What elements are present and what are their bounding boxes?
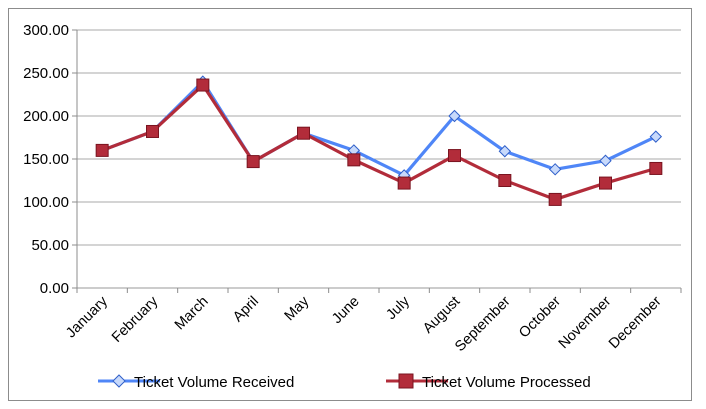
point-processed-february: [146, 124, 159, 138]
point-processed-november: [599, 176, 612, 190]
legend-marker-received: [112, 374, 126, 388]
x-tick-label-january: January: [63, 293, 111, 341]
point-processed-october: [548, 192, 562, 206]
series-line-received: [101, 79, 657, 177]
point-processed-december: [649, 161, 663, 175]
point-processed-august: [448, 149, 461, 163]
y-tick-label: 250.00: [23, 65, 69, 82]
x-tick-label-may: May: [282, 293, 313, 324]
legend-item-received[interactable]: Ticket Volume Received: [98, 374, 294, 391]
y-tick-label: 200.00: [23, 108, 69, 125]
point-processed-march: [196, 78, 210, 92]
point-processed-may: [297, 126, 310, 140]
x-tick-label-june: June: [329, 294, 363, 328]
point-received-november: [599, 154, 612, 167]
y-tick-label: 50.00: [31, 237, 69, 254]
series-received: [95, 75, 663, 182]
series-processed: [95, 78, 663, 206]
x-tick-label-october: October: [516, 293, 564, 341]
gridlines: [77, 29, 681, 289]
y-axis: 0.00 50.00 100.00 150.00 200.00 250.00 300.00: [23, 22, 78, 297]
point-processed-april: [246, 155, 260, 169]
x-tick-label-february: February: [109, 293, 162, 346]
x-tick-label-july: July: [383, 293, 413, 323]
x-tick-label-august: August: [420, 294, 463, 337]
point-processed-june: [347, 153, 361, 167]
y-tick-label: 300.00: [23, 22, 69, 39]
point-received-september: [498, 145, 512, 158]
point-received-october: [548, 163, 562, 176]
point-received-august: [448, 109, 461, 123]
x-tick-label-march: March: [172, 294, 212, 334]
point-processed-january: [95, 143, 109, 157]
legend-label-received: Ticket Volume Received: [134, 374, 294, 391]
y-tick-label: 0.00: [40, 280, 69, 297]
x-tick-label-april: April: [230, 294, 262, 326]
point-processed-september: [498, 174, 512, 187]
y-tick-label: 150.00: [23, 151, 69, 168]
legend-label-processed: Ticket Volume Processed: [422, 374, 591, 391]
point-received-december: [649, 130, 663, 143]
y-tick-label: 100.00: [23, 194, 69, 211]
legend-item-processed[interactable]: Ticket Volume Processed: [386, 373, 591, 391]
series-line-processed: [101, 83, 657, 202]
x-tick-label-november: November: [556, 293, 615, 352]
point-processed-july: [397, 176, 411, 190]
series-group: [95, 75, 663, 206]
legend: Ticket Volume Received Ticket Volume Pro…: [98, 373, 591, 391]
x-tick-label-december: December: [606, 293, 665, 352]
legend-marker-processed: [398, 373, 414, 389]
x-tick-label-september: September: [452, 293, 514, 355]
